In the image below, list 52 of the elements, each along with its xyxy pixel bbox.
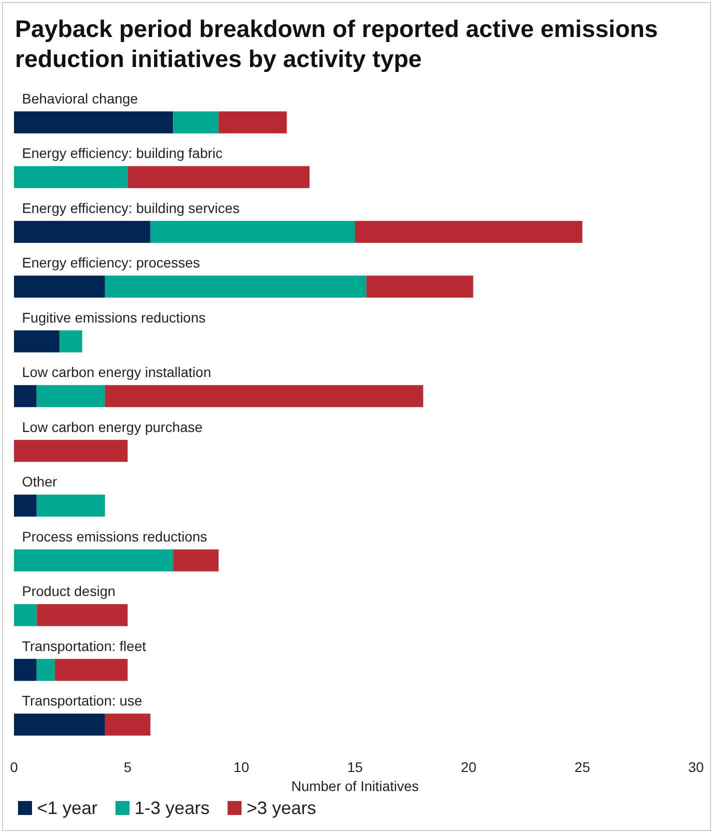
bar bbox=[59, 330, 82, 352]
x-tick-label: 0 bbox=[10, 759, 18, 775]
bar bbox=[14, 330, 60, 352]
bar bbox=[36, 385, 105, 408]
bar bbox=[218, 111, 287, 134]
legend-label: 1-3 years bbox=[134, 798, 210, 818]
y-tick-label: Energy efficiency: processes bbox=[22, 254, 200, 271]
y-tick-label: Fugitive emissions reductions bbox=[22, 309, 206, 326]
bar bbox=[173, 111, 219, 134]
y-tick-label: Transportation: fleet bbox=[22, 638, 146, 654]
chart-title: Payback period breakdown of reported active emissions reduction initiatives by activity type bbox=[15, 15, 659, 75]
y-tick-label: Behavioral change bbox=[22, 90, 138, 106]
bar bbox=[14, 440, 128, 462]
bar bbox=[14, 220, 150, 243]
bar bbox=[14, 111, 174, 134]
y-tick-label: Energy efficiency: building services bbox=[22, 200, 240, 216]
bar bbox=[104, 385, 424, 408]
x-tick-label: 5 bbox=[124, 759, 132, 775]
bar bbox=[14, 658, 37, 681]
bar bbox=[128, 166, 310, 188]
bar bbox=[104, 714, 150, 736]
y-tick-label: Low carbon energy installation bbox=[22, 364, 212, 380]
x-tick-label: 15 bbox=[347, 759, 363, 775]
bar bbox=[36, 494, 105, 517]
legend-label: >3 years bbox=[246, 798, 316, 818]
bar bbox=[36, 604, 128, 626]
bar bbox=[36, 658, 55, 681]
bar bbox=[150, 220, 355, 243]
bar bbox=[14, 604, 37, 626]
bar bbox=[104, 276, 366, 298]
bar bbox=[14, 494, 37, 517]
x-tick-label: 30 bbox=[688, 759, 704, 775]
y-tick-label: Transportation: use bbox=[22, 692, 142, 709]
bar bbox=[173, 549, 219, 572]
bar bbox=[14, 276, 105, 298]
bar bbox=[14, 166, 128, 188]
x-tick-label: 25 bbox=[574, 759, 590, 775]
bar bbox=[366, 276, 474, 298]
legend-label: <1 year bbox=[37, 798, 98, 818]
y-tick-label: Product design bbox=[22, 583, 116, 600]
bar bbox=[14, 714, 105, 736]
y-tick-label: Process emissions reductions bbox=[22, 528, 208, 544]
bar bbox=[355, 220, 582, 243]
x-axis-title: Number of Initiatives bbox=[291, 778, 419, 794]
y-tick-label: Other bbox=[22, 474, 58, 490]
bar bbox=[14, 549, 174, 572]
y-tick-label: Low carbon energy purchase bbox=[22, 418, 203, 435]
y-tick-label: Energy efficiency: building fabric bbox=[22, 145, 223, 162]
bar bbox=[14, 385, 37, 408]
x-tick-label: 20 bbox=[460, 759, 477, 775]
bar bbox=[54, 658, 128, 681]
x-tick-label: 10 bbox=[234, 759, 250, 775]
